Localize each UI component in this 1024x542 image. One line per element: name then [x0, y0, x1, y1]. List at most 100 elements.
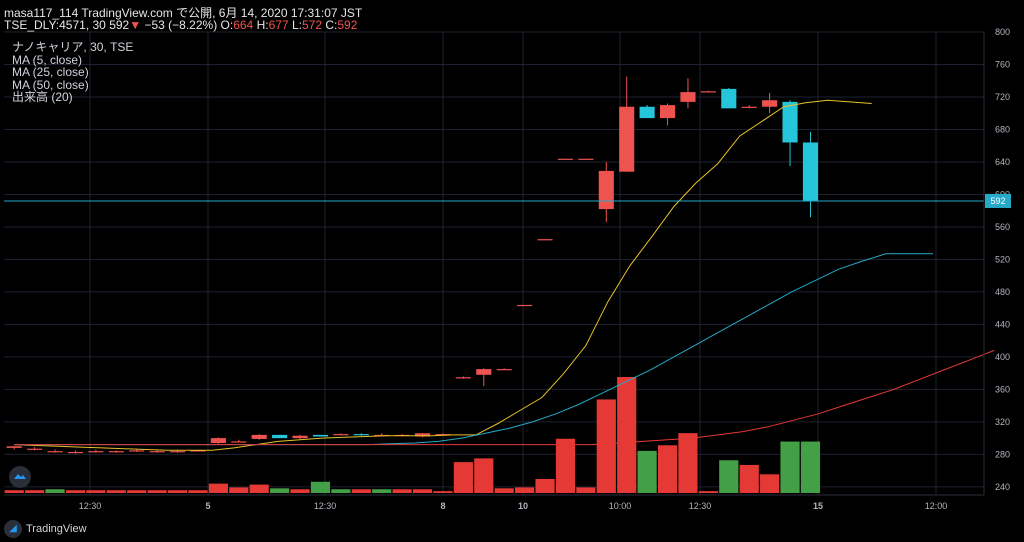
- legend-ma25[interactable]: MA (25, close): [12, 65, 89, 79]
- price-tick-label: 800: [995, 27, 1010, 37]
- symbol-label: TSE_DLY:4571, 30: [4, 18, 106, 32]
- candle-body: [782, 101, 798, 143]
- candle-body: [67, 451, 84, 454]
- line-ma5: [14, 99, 872, 451]
- candle-body: [231, 441, 247, 443]
- volume-bar: [453, 462, 473, 493]
- volume-bar: [780, 441, 800, 493]
- low-label: L:: [291, 18, 302, 32]
- volume-bar: [596, 399, 616, 493]
- candle-body: [149, 451, 165, 453]
- candle-body: [517, 304, 533, 307]
- time-tick-label: 12:30: [79, 501, 102, 511]
- volume-bar: [739, 464, 759, 493]
- line-ma50: [14, 349, 995, 446]
- volume-bar: [106, 490, 126, 493]
- candle-body: [639, 106, 655, 119]
- volume-bar: [167, 490, 188, 493]
- volume-bar: [555, 438, 576, 493]
- indicator-legend: ナノキャリア, 30, TSE MA (5, close) MA (25, cl…: [12, 41, 133, 104]
- candle-body: [455, 377, 471, 379]
- brand-label: TradingView: [26, 523, 87, 535]
- price-tick-label: 720: [995, 92, 1010, 102]
- last-price: 592: [109, 18, 130, 32]
- legend-ma5[interactable]: MA (5, close): [12, 52, 83, 67]
- volume-bar: [331, 489, 351, 493]
- open-label: O:: [220, 18, 234, 32]
- candle-body: [802, 142, 819, 201]
- candle-body: [578, 158, 594, 160]
- candle-body: [476, 369, 492, 375]
- candle-body: [333, 434, 349, 436]
- volume-bar: [617, 377, 637, 493]
- time-tick-label: 12:00: [925, 501, 948, 511]
- legend-series[interactable]: ナノキャリア, 30, TSE: [12, 40, 134, 54]
- time-tick-label: 12:30: [689, 501, 712, 511]
- volume-bar: [229, 487, 249, 493]
- volume-bar: [678, 433, 698, 493]
- volume-bar: [433, 491, 453, 493]
- last-price-label: 592: [990, 196, 1005, 206]
- candle-body: [272, 434, 288, 439]
- candle-body: [312, 434, 329, 437]
- volume-bar: [657, 445, 678, 493]
- cloud-icon[interactable]: [9, 466, 31, 488]
- price-tick-label: 760: [995, 59, 1010, 69]
- time-tick-label: 5: [205, 501, 210, 511]
- price-tick-label: 240: [995, 482, 1010, 492]
- legend-ma50[interactable]: MA (50, close): [12, 77, 89, 92]
- price-tick-label: 520: [995, 254, 1010, 264]
- candle-body: [557, 158, 574, 160]
- tradingview-logo: ◢ TradingView: [4, 520, 87, 538]
- chart-grid: [4, 31, 984, 495]
- candle-body: [537, 239, 553, 241]
- open-value: 664: [233, 18, 254, 32]
- volume-bar: [127, 490, 147, 493]
- close-label: C:: [325, 18, 338, 32]
- volume-bar: [310, 481, 331, 493]
- volume-bar: [576, 487, 596, 493]
- volume-bar: [637, 450, 657, 493]
- legend-volume[interactable]: 出来高 (20): [12, 90, 73, 104]
- candle-body: [108, 451, 124, 453]
- volume-bar: [760, 474, 780, 493]
- volume-bar: [249, 484, 269, 493]
- volume-bar: [147, 490, 167, 493]
- price-change: −53 (−8.22%): [144, 18, 218, 32]
- candle-body: [435, 434, 451, 436]
- line-ma25: [14, 253, 933, 446]
- candle-body: [680, 92, 696, 102]
- volume-bar: [515, 487, 535, 493]
- high-label: H:: [256, 18, 269, 32]
- volume-bar: [392, 489, 412, 493]
- candle-body: [353, 434, 369, 436]
- candle-body: [659, 105, 676, 119]
- candle-body: [762, 100, 778, 107]
- candle-body: [619, 106, 635, 172]
- price-tick-label: 440: [995, 319, 1010, 329]
- close-value: 592: [337, 18, 358, 32]
- volume-bar: [65, 490, 86, 493]
- candle-body: [27, 448, 43, 450]
- volume-bar: [208, 483, 228, 493]
- candlestick-series: [6, 76, 819, 454]
- down-arrow-icon: ▼: [129, 18, 142, 32]
- volume-bar: [25, 490, 45, 493]
- candle-body: [6, 446, 22, 448]
- volume-bar: [86, 490, 106, 493]
- candle-body: [190, 450, 206, 452]
- volume-bars: [4, 377, 821, 493]
- volume-bar: [290, 489, 310, 493]
- candle-body: [129, 450, 145, 452]
- volume-bar: [535, 478, 555, 493]
- price-tick-label: 400: [995, 352, 1010, 362]
- price-tick-label: 640: [995, 157, 1010, 167]
- volume-bar: [351, 489, 371, 493]
- last-price-badge: [985, 193, 1011, 208]
- time-tick-label: 10: [518, 501, 528, 511]
- candle-body: [292, 435, 308, 439]
- price-tick-label: 680: [995, 124, 1010, 134]
- volume-bar: [698, 491, 718, 493]
- publish-info: masa117_114 TradingView.com で公開, 6月 14, …: [4, 4, 362, 21]
